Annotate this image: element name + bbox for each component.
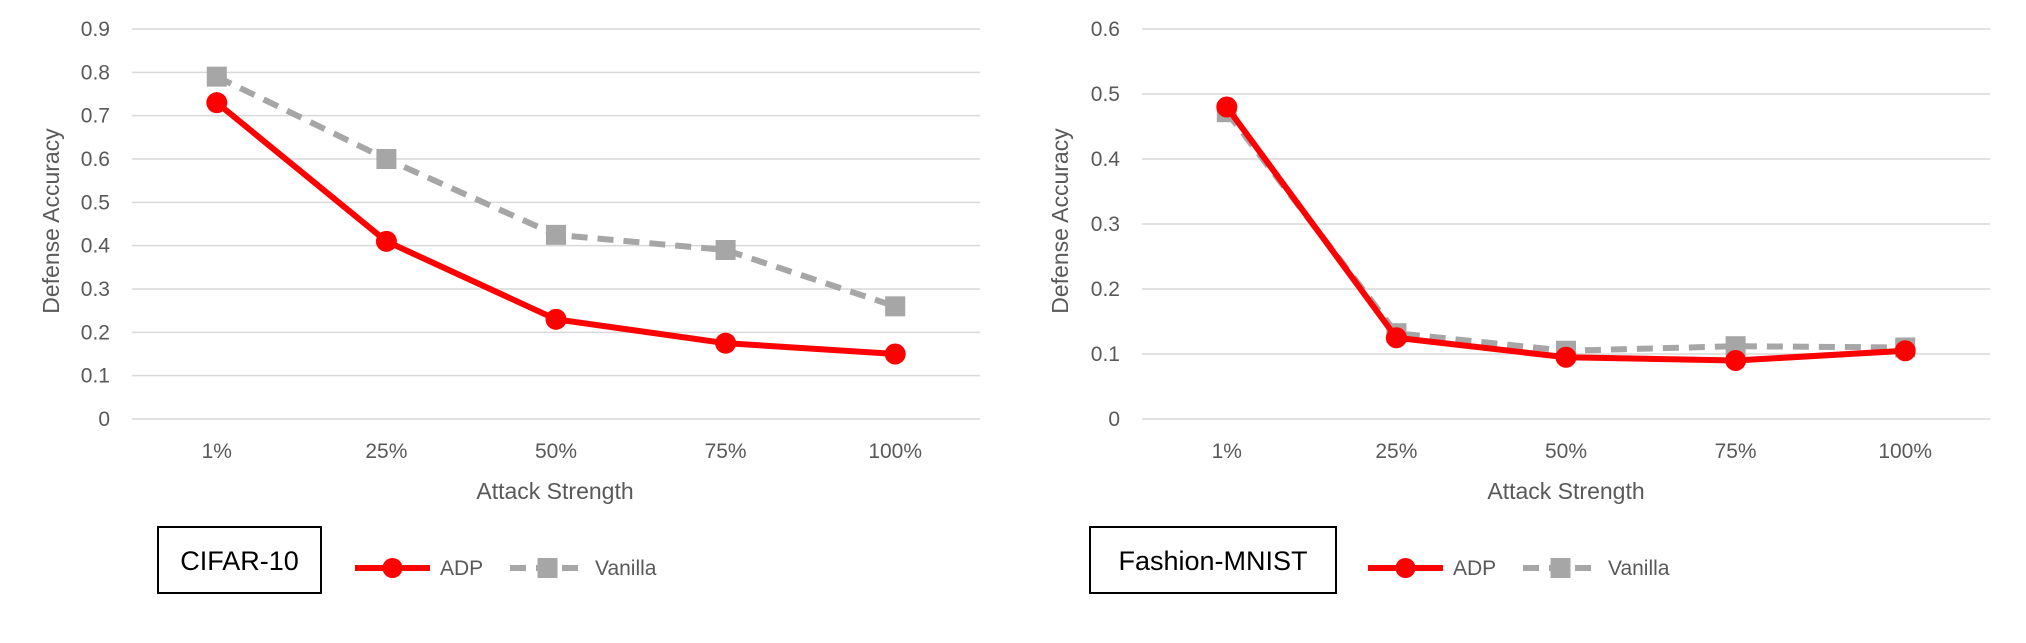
x-tick-label: 25% — [365, 440, 407, 463]
legend-label-vanilla: Vanilla — [1608, 557, 1670, 580]
y-tick-label: 0.2 — [81, 321, 110, 344]
legend-marker-adp — [382, 558, 403, 578]
y-tick-label: 0.3 — [81, 278, 110, 301]
data-point-vanilla — [715, 240, 736, 260]
x-tick-labels: 1% 25% 50% 75% 100% — [202, 440, 922, 463]
dataset-label: Fashion-MNIST — [1118, 546, 1307, 576]
x-tick-labels: 1% 25% 50% 75% 100% — [1212, 440, 1932, 463]
y-tick-label: 0.8 — [81, 61, 110, 84]
legend-marker-adp — [1395, 558, 1416, 578]
dataset-label: CIFAR-10 — [180, 546, 299, 576]
grid-lines — [1142, 28, 1990, 420]
y-tick-labels: 0 0.1 0.2 0.3 0.4 0.5 0.6 0.7 0.8 0.9 — [81, 18, 111, 431]
legend-marker-vanilla — [537, 558, 558, 578]
data-point-adp — [206, 92, 228, 114]
y-tick-label: 0.6 — [81, 148, 110, 171]
chart-fashion-mnist: 0 0.1 0.2 0.3 0.4 0.5 0.6 1% 25% 50% 75% 100% Atta… — [1047, 18, 1990, 594]
x-tick-label: 1% — [202, 440, 232, 463]
legend-marker-vanilla — [1550, 558, 1571, 578]
legend-label-adp: ADP — [1453, 557, 1496, 580]
data-point-adp — [1216, 96, 1238, 118]
y-tick-label: 0.5 — [1091, 83, 1120, 106]
data-point-vanilla — [1725, 336, 1746, 357]
y-tick-label: 0.6 — [1091, 18, 1120, 41]
x-tick-label: 100% — [868, 440, 922, 463]
data-point-vanilla — [546, 224, 566, 245]
data-point-adp — [375, 230, 397, 252]
data-point-vanilla — [885, 296, 906, 317]
x-tick-label: 100% — [1878, 440, 1932, 463]
x-tick-label: 75% — [1715, 440, 1757, 463]
series-layer — [206, 66, 906, 365]
dataset-label-box — [1089, 526, 1337, 594]
x-tick-label: 50% — [535, 440, 577, 463]
y-tick-label: 0.2 — [1091, 278, 1120, 301]
y-tick-label: 0.1 — [81, 365, 110, 388]
data-point-adp — [545, 308, 567, 330]
legend-label-adp: ADP — [440, 557, 483, 580]
x-tick-label: 75% — [705, 440, 747, 463]
data-point-vanilla — [206, 66, 227, 87]
y-tick-label: 0.5 — [81, 191, 110, 214]
x-axis-title: Attack Strength — [1487, 478, 1644, 504]
data-point-adp — [1894, 340, 1916, 362]
y-tick-label: 0.4 — [1091, 148, 1121, 171]
chart-cifar10: 0 0.1 0.2 0.3 0.4 0.5 0.6 0.7 0.8 0.9 1% 25% 50% 75%… — [38, 18, 980, 594]
series-line-vanilla — [215, 73, 897, 310]
x-axis-title: Attack Strength — [476, 478, 633, 504]
legend-label-vanilla: Vanilla — [595, 557, 657, 580]
dataset-label-box — [157, 526, 322, 594]
legend: ADP Vanilla — [355, 557, 657, 580]
data-point-adp — [1725, 350, 1747, 371]
grid-lines — [132, 28, 980, 420]
data-point-adp — [884, 343, 906, 365]
x-tick-label: 25% — [1375, 440, 1417, 463]
y-tick-label: 0.9 — [81, 18, 110, 41]
data-point-adp — [715, 332, 737, 354]
data-point-adp — [1385, 327, 1407, 349]
y-axis-title: Defense Accuracy — [1047, 128, 1073, 314]
data-point-adp — [1555, 346, 1577, 368]
y-tick-label: 0 — [98, 408, 110, 431]
y-tick-labels: 0 0.1 0.2 0.3 0.4 0.5 0.6 — [1091, 18, 1121, 431]
x-tick-label: 1% — [1212, 440, 1242, 463]
series-line-adp — [1223, 104, 1909, 364]
y-tick-label: 0.3 — [1091, 213, 1120, 236]
y-axis-title: Defense Accuracy — [38, 128, 64, 314]
y-tick-label: 0.1 — [1091, 343, 1120, 366]
series-layer — [1216, 96, 1916, 371]
y-tick-label: 0.7 — [81, 105, 110, 128]
data-point-vanilla — [376, 149, 397, 169]
legend: ADP Vanilla — [1368, 557, 1670, 580]
x-tick-label: 50% — [1545, 440, 1587, 463]
series-line-vanilla — [1224, 110, 1906, 354]
y-tick-label: 0 — [1108, 408, 1120, 431]
y-tick-label: 0.4 — [81, 235, 111, 258]
